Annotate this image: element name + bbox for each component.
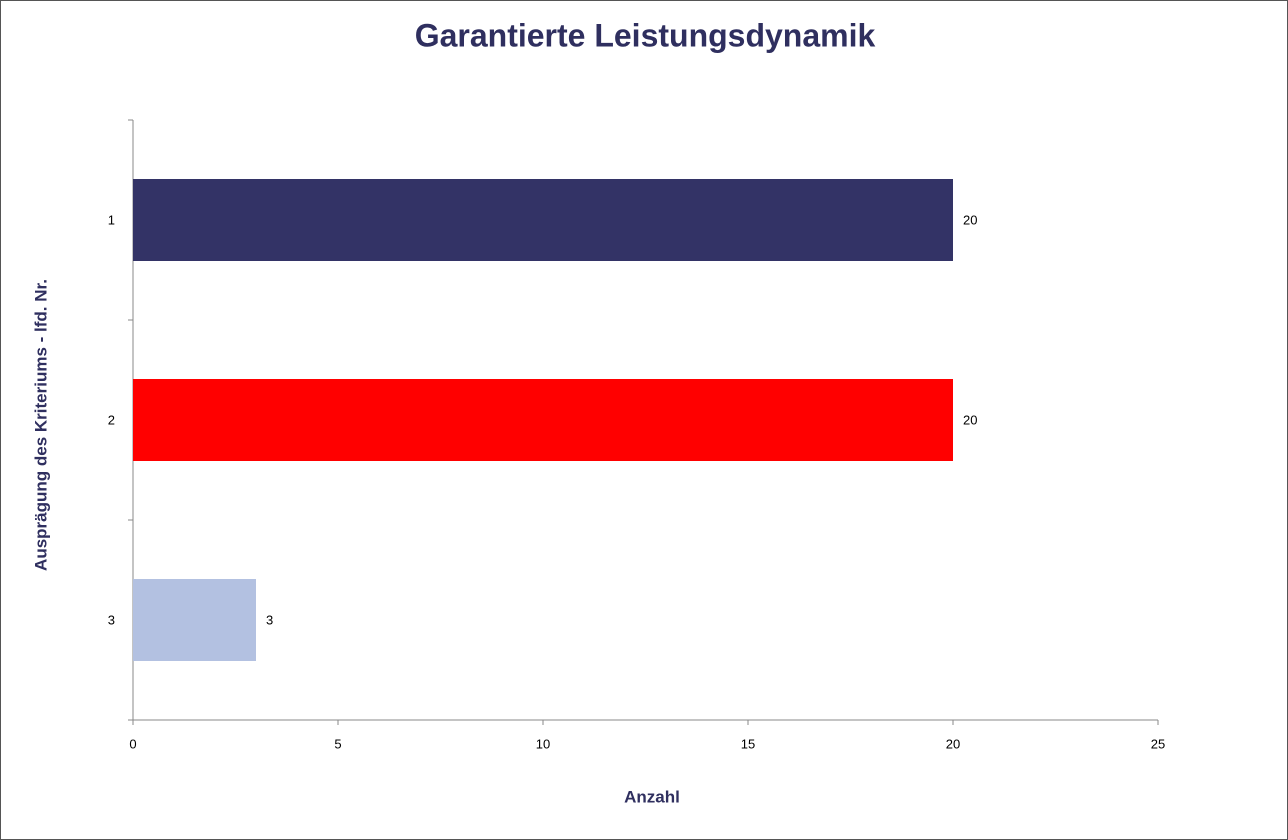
x-tick-label: 20 [946,736,960,751]
x-tick-label: 0 [129,736,136,751]
data-label: 20 [963,212,977,227]
y-axis-title: Ausprägung des Kriteriums - lfd. Nr. [31,279,50,571]
x-tick-label: 10 [536,736,550,751]
bar [133,579,256,661]
x-tick-label: 5 [334,736,341,751]
x-tick-label: 15 [741,736,755,751]
x-tick-label: 25 [1151,736,1165,751]
bar [133,379,953,461]
y-tick-label: 2 [108,412,115,427]
data-label: 20 [963,412,977,427]
x-axis-title: Anzahl [624,787,680,806]
data-label: 3 [266,612,273,627]
y-tick-label: 3 [108,612,115,627]
chart-title: Garantierte Leistungsdynamik [415,17,876,53]
y-tick-label: 1 [108,212,115,227]
bar [133,179,953,261]
